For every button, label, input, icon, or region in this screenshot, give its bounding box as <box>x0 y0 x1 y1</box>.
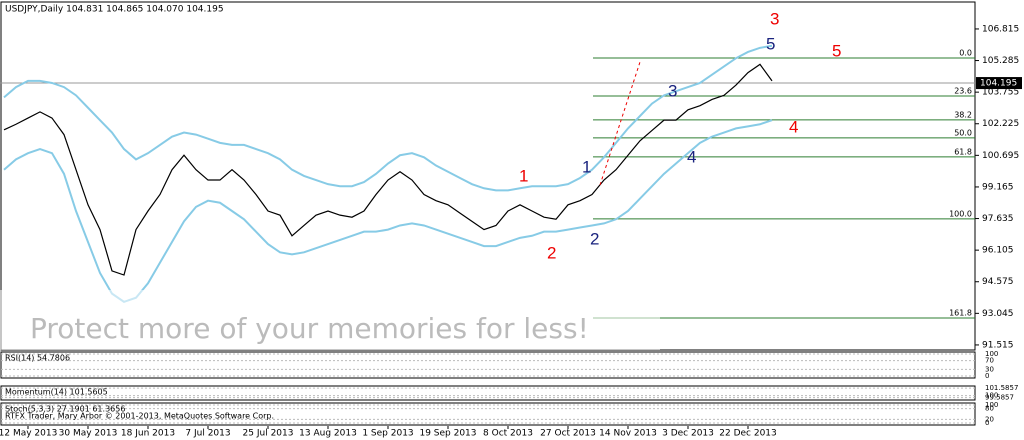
y-tick-label: 103.755 <box>982 88 1019 98</box>
wave-label: 3 <box>770 9 779 28</box>
x-tick-label: 1 Sep 2013 <box>362 429 413 439</box>
x-tick-label: 19 Sep 2013 <box>419 429 476 439</box>
x-tick-label: 30 May 2013 <box>59 429 118 439</box>
x-tick-label: 22 Dec 2013 <box>719 429 777 439</box>
x-tick-label: 12 May 2013 <box>0 429 57 439</box>
y-tick-label: 105.285 <box>982 56 1019 66</box>
y-tick-label: 91.515 <box>982 340 1014 350</box>
y-tick-label: 100 <box>985 350 998 358</box>
y-tick-label: 100 <box>985 401 998 409</box>
y-tick-label: 99.5857 <box>985 394 1014 402</box>
x-tick-label: 18 Jun 2013 <box>121 429 175 439</box>
y-tick-label: 101.5857 <box>985 384 1018 392</box>
indicator-title: Momentum(14) 101.5605 <box>5 388 108 397</box>
wave-label: 4 <box>789 117 798 136</box>
indicator-title: Stoch(5,3,3) 27.1901 61.3656 <box>5 405 125 414</box>
chart-title: USDJPY,Daily 104.831 104.865 104.070 104… <box>5 5 224 15</box>
series-line <box>3 63 773 276</box>
y-tick-label: 102.225 <box>982 119 1019 129</box>
y-tick-label: 93.045 <box>982 309 1014 319</box>
indicator-frame <box>0 351 976 379</box>
x-tick-label: 25 Jul 2013 <box>243 429 294 439</box>
y-tick-label: 100 <box>985 392 998 400</box>
fib-label: 50.0 <box>954 128 972 137</box>
y-tick-label: 30 <box>985 365 994 373</box>
x-tick-label: 3 Dec 2013 <box>662 429 714 439</box>
fib-label: 38.2 <box>954 110 972 119</box>
wave-label: 1 <box>582 157 591 176</box>
y-tick-label: 80 <box>985 405 994 413</box>
fib-label: 0.0 <box>959 48 972 57</box>
y-tick-label: 0 <box>985 372 989 380</box>
y-tick-label: 97.635 <box>982 214 1014 224</box>
x-tick-label: 14 Nov 2013 <box>599 429 657 439</box>
wave-label: 5 <box>766 34 775 53</box>
indicator-title: RSI(14) 54.7806 <box>5 354 70 363</box>
y-tick-label: 70 <box>985 357 994 365</box>
wave-label: 2 <box>590 229 599 248</box>
wave-label: 2 <box>547 243 556 262</box>
fib-label: 23.6 <box>954 86 972 95</box>
wave-label: 3 <box>668 81 677 100</box>
x-tick-label: 13 Aug 2013 <box>299 429 357 439</box>
copyright: RTFX Trader, Mary Arbor © 2001-2013, Met… <box>5 412 274 421</box>
y-tick-label: 99.165 <box>982 182 1014 192</box>
indicator-frame <box>0 402 976 426</box>
y-tick-label: 96.105 <box>982 246 1014 256</box>
fib-label: 161.8 <box>949 308 972 317</box>
x-tick-label: 27 Oct 2013 <box>540 429 596 439</box>
x-tick-label: 8 Oct 2013 <box>483 429 533 439</box>
current-price: 104.195 <box>980 79 1017 89</box>
watermark-box <box>0 290 660 350</box>
fib-label: 100.0 <box>949 209 972 218</box>
y-tick-label: 20 <box>985 415 994 423</box>
y-tick-label: 106.815 <box>982 24 1019 34</box>
x-tick-label: 7 Jul 2013 <box>185 429 230 439</box>
y-tick-label: 94.575 <box>982 277 1014 287</box>
fib-label: 61.8 <box>954 147 972 156</box>
wave-label: 1 <box>519 166 528 185</box>
series-line <box>3 44 773 192</box>
watermark: Protect more of your memories for less! <box>30 312 589 345</box>
indicator-frame <box>0 385 976 401</box>
wave-label: 5 <box>832 41 841 60</box>
wave-label: 4 <box>687 147 696 166</box>
price-box <box>976 77 1022 90</box>
y-tick-label: 100.695 <box>982 151 1019 161</box>
y-tick-label: 0 <box>985 419 989 427</box>
